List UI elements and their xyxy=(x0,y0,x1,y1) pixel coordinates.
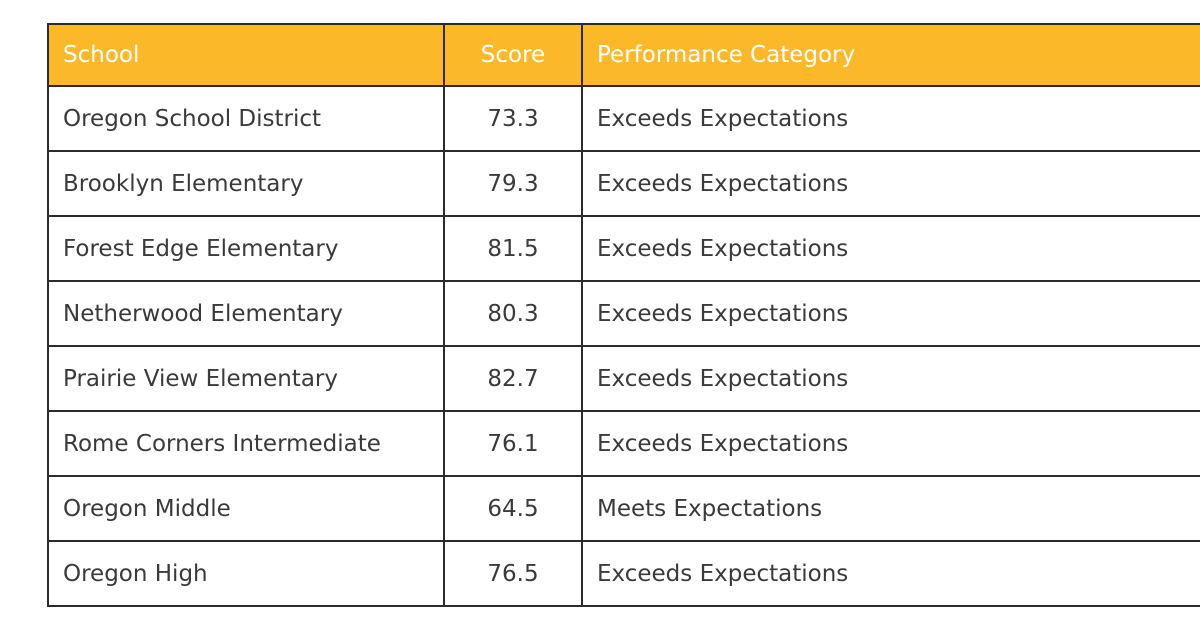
table-row: Oregon School District 73.3 Exceeds Expect… xyxy=(47,85,1200,152)
table-row: Oregon High 76.5 Exceeds Expectations xyxy=(47,540,1200,607)
score: 80.3 xyxy=(443,280,583,347)
school-name: Oregon Middle xyxy=(47,475,445,542)
school-name: Brooklyn Elementary xyxy=(47,150,445,217)
column-header: School xyxy=(47,23,445,87)
performance-category: Exceeds Expectations xyxy=(581,215,1200,282)
table-header: School Score Performance Category xyxy=(47,23,1200,87)
performance-category: Exceeds Expectations xyxy=(581,280,1200,347)
performance-category: Meets Expectations xyxy=(581,475,1200,542)
column-header: Score xyxy=(443,23,583,87)
school-name: Prairie View Elementary xyxy=(47,345,445,412)
performance-category: Exceeds Expectations xyxy=(581,345,1200,412)
school-name: Oregon High xyxy=(47,540,445,607)
table-body: Oregon School District 73.3 Exceeds Expect… xyxy=(47,85,1200,607)
score: 73.3 xyxy=(443,85,583,152)
table-row: Prairie View Elementary 82.7 Exceeds Expec… xyxy=(47,345,1200,412)
table-row: Netherwood Elementary 80.3 Exceeds Expecta… xyxy=(47,280,1200,347)
school-name: Rome Corners Intermediate xyxy=(47,410,445,477)
score-table: School Score Performance Category Oregon S… xyxy=(47,23,1200,607)
school-name: Forest Edge Elementary xyxy=(47,215,445,282)
score: 81.5 xyxy=(443,215,583,282)
score: 76.5 xyxy=(443,540,583,607)
score: 64.5 xyxy=(443,475,583,542)
performance-category: Exceeds Expectations xyxy=(581,410,1200,477)
header-row: School Score Performance Category xyxy=(47,23,1200,87)
score: 79.3 xyxy=(443,150,583,217)
performance-category: Exceeds Expectations xyxy=(581,150,1200,217)
table-row: Rome Corners Intermediate 76.1 Exceeds Exp… xyxy=(47,410,1200,477)
column-header: Performance Category xyxy=(581,23,1200,87)
score: 82.7 xyxy=(443,345,583,412)
table-row: Brooklyn Elementary 79.3 Exceeds Expectati… xyxy=(47,150,1200,217)
performance-category: Exceeds Expectations xyxy=(581,85,1200,152)
school-name: Oregon School District xyxy=(47,85,445,152)
school-name: Netherwood Elementary xyxy=(47,280,445,347)
performance-category: Exceeds Expectations xyxy=(581,540,1200,607)
table-row: Oregon Middle 64.5 Meets Expectations xyxy=(47,475,1200,542)
table-row: Forest Edge Elementary 81.5 Exceeds Expect… xyxy=(47,215,1200,282)
score: 76.1 xyxy=(443,410,583,477)
